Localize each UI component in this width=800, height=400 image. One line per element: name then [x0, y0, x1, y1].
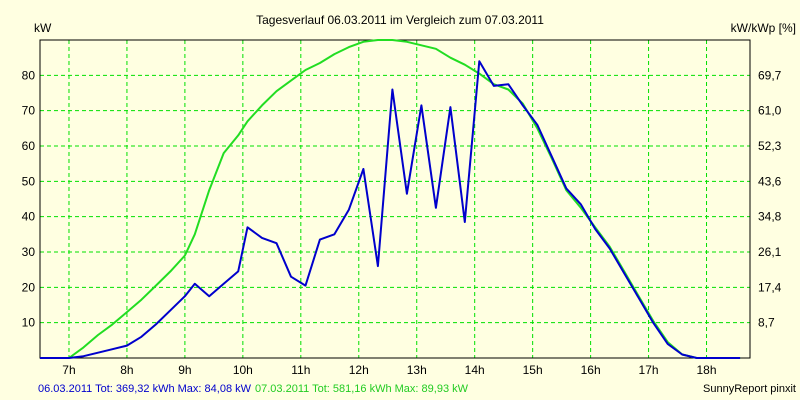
y-tick-label-right: 43,6: [758, 174, 782, 188]
chart-title: Tagesverlauf 06.03.2011 im Vergleich zum…: [256, 13, 544, 27]
axis-ticks: 7h 8h 9h 10h 11h 12h 13h 14h 15h 16h 17h 18h 10 20 30 4…: [22, 68, 782, 377]
x-tick-label: 12h: [349, 363, 369, 377]
series-lines: [40, 39, 741, 359]
y-tick-label-right: 26,1: [758, 245, 782, 259]
x-tick-label: 7h: [62, 363, 75, 377]
x-tick-label: 11h: [291, 363, 310, 377]
y-tick-label-left: 70: [22, 104, 36, 118]
x-tick-label: 10h: [233, 363, 253, 377]
y-tick-label-left: 50: [22, 174, 36, 188]
x-tick-label: 8h: [120, 363, 133, 377]
y-tick-label-right: 69,7: [758, 68, 782, 82]
x-tick-label: 18h: [697, 363, 717, 377]
y-tick-label-right: 17,4: [758, 280, 782, 294]
x-tick-label: 13h: [407, 363, 427, 377]
footer-series1-summary: 06.03.2011 Tot: 369,32 kWh Max: 84,08 kW: [38, 383, 252, 395]
y-tick-label-right: 61,0: [758, 104, 782, 118]
footer-legend: 06.03.2011 Tot: 369,32 kWh Max: 84,08 kW…: [38, 383, 469, 395]
y-tick-label-left: 10: [22, 316, 36, 330]
x-tick-label: 16h: [581, 363, 601, 377]
x-tick-label: 9h: [178, 363, 191, 377]
x-tick-label: 17h: [639, 363, 659, 377]
y-tick-label-left: 40: [22, 210, 36, 224]
y-tick-label-left: 20: [22, 280, 36, 294]
y-tick-label-left: 30: [22, 245, 36, 259]
y-axis-right-label: kW/kWp [%]: [731, 21, 796, 35]
series-line-06.03.2011: [40, 60, 741, 359]
x-tick-label: 15h: [523, 363, 543, 377]
x-tick-label: 14h: [465, 363, 485, 377]
y-tick-label-right: 52,3: [758, 139, 782, 153]
y-tick-label-left: 80: [22, 68, 36, 82]
y-tick-label-right: 34,8: [758, 210, 782, 224]
y-tick-label-left: 60: [22, 139, 36, 153]
y-tick-label-right: 8,7: [758, 316, 775, 330]
footer-series2-summary: 07.03.2011 Tot: 581,16 kWh Max: 89,93 kW: [255, 383, 469, 395]
y-axis-left-label: kW: [34, 21, 52, 35]
footer-brand: SunnyReport pinxit: [703, 383, 796, 395]
